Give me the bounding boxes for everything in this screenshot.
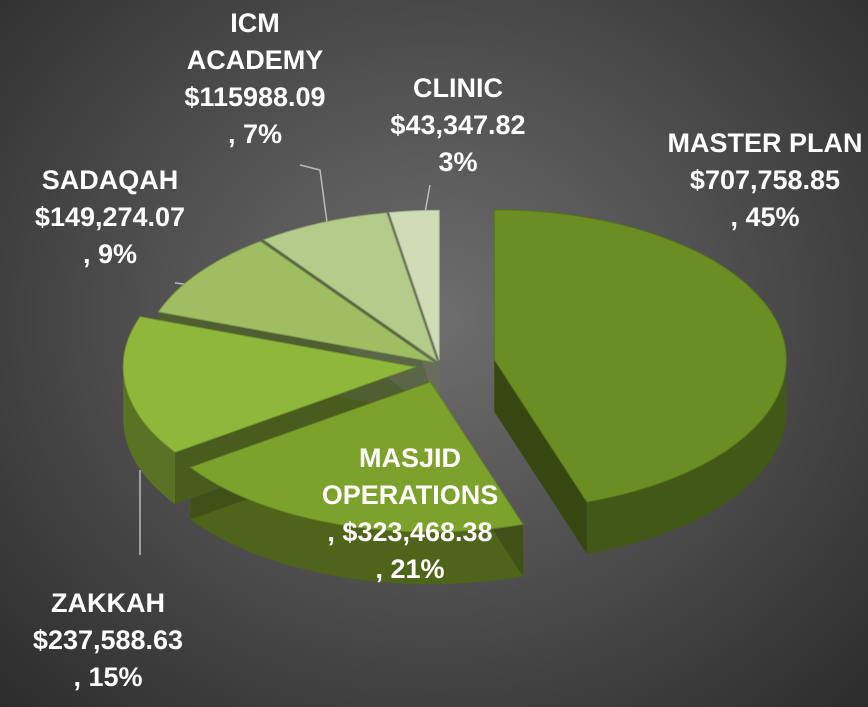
data-label: SADAQAH $149,274.07 , 9% [20, 162, 200, 273]
slice-cut [494, 359, 587, 554]
percent-label: , 45% [730, 202, 800, 232]
data-label: MASTER PLAN $707,758.85 , 45% [660, 125, 868, 236]
slice [157, 240, 434, 363]
data-label: CLINIC $43,347.82 3% [373, 70, 543, 181]
value-label: $237,588.63 [32, 625, 184, 655]
percent-label: , 7% [227, 119, 283, 149]
value-label: $43,347.82 [390, 110, 526, 140]
percent-label: 3% [438, 147, 478, 177]
value-label: , $323,468.38 [327, 517, 493, 547]
category: ICM ACADEMY [186, 8, 324, 75]
data-label: ZAKKAH $237,588.63 , 15% [8, 585, 208, 696]
slice [493, 209, 787, 503]
slice [122, 316, 418, 453]
value-label: $149,274.07 [34, 202, 186, 232]
leader-line [299, 164, 331, 246]
slice-tops [122, 209, 787, 533]
percent-label: , 9% [82, 239, 138, 269]
category: MASTER PLAN [667, 128, 863, 158]
slice-side [586, 359, 787, 554]
data-label: MASJID OPERATIONS , $323,468.38 , 21% [300, 440, 520, 588]
slice [189, 381, 524, 533]
slice-side [190, 467, 524, 585]
category: ZAKKAH [51, 588, 165, 618]
category: SADAQAH [41, 165, 179, 195]
category: MASJID OPERATIONS [321, 443, 499, 510]
value-label: $707,758.85 [689, 165, 841, 195]
slice-side [123, 366, 176, 505]
slice [388, 209, 440, 361]
data-label: ICM ACADEMY $115988.09 , 7% [170, 5, 340, 153]
percent-label: , 21% [375, 554, 445, 584]
slice [262, 212, 438, 362]
value-label: $115988.09 [184, 82, 326, 112]
percent-label: , 15% [73, 662, 143, 692]
category: CLINIC [413, 73, 503, 103]
